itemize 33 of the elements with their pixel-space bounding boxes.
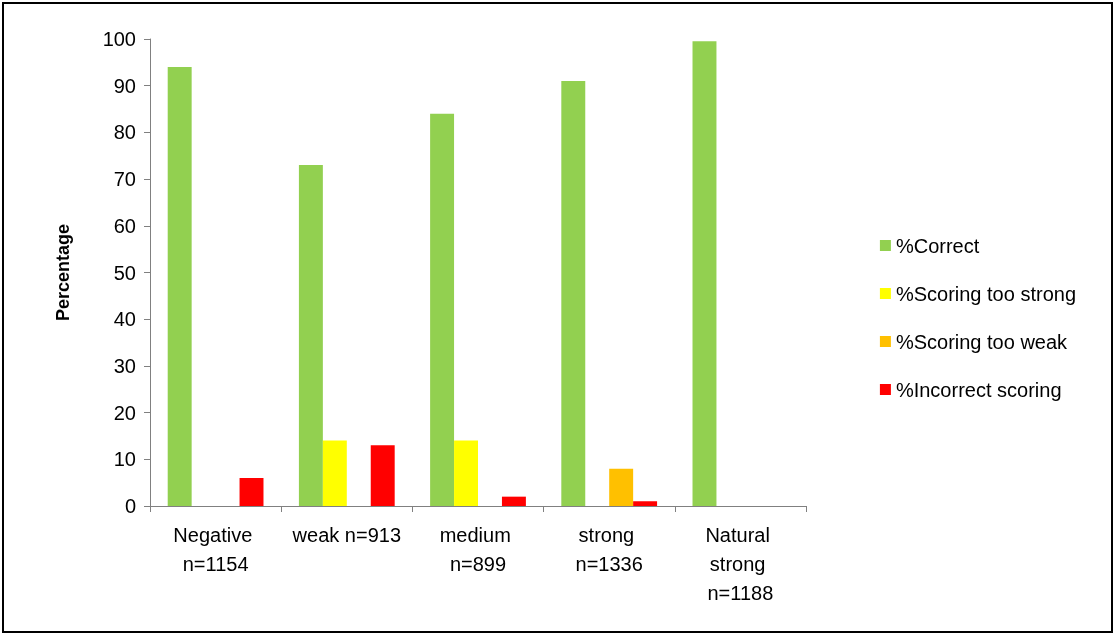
bar	[561, 81, 586, 506]
bar	[692, 41, 717, 506]
y-tick-label: 20	[113, 401, 136, 424]
bar	[501, 496, 526, 506]
legend-label: %Correct	[895, 234, 980, 257]
y-tick-label: 60	[113, 214, 136, 237]
legend-label: %Scoring too weak	[895, 330, 1069, 353]
y-tick-label: 90	[113, 74, 136, 97]
x-tick-label: weak n=913	[291, 523, 402, 546]
bar	[370, 445, 395, 506]
bar	[167, 67, 192, 506]
y-tick-label: 50	[113, 261, 136, 284]
y-tick-label: 0	[124, 495, 136, 517]
bar	[609, 468, 634, 506]
bar	[633, 501, 658, 506]
legend-label: %Scoring too strong	[895, 282, 1077, 305]
bar	[454, 440, 478, 506]
bar	[430, 113, 455, 506]
y-axis-title: Percentage	[53, 223, 73, 322]
bar	[298, 165, 323, 506]
legend-label: %Incorrect scoring	[895, 378, 1062, 401]
x-tick-label: Negative n=1154	[173, 523, 258, 575]
y-tick-label: 10	[113, 448, 136, 471]
bar	[239, 477, 264, 506]
x-tick-label: Natural strong n=1188	[705, 523, 776, 604]
x-tick-label: medium n=899	[439, 523, 517, 575]
y-tick-label: 100	[102, 28, 136, 50]
y-tick-label: 30	[113, 354, 136, 377]
y-tick-label: 80	[113, 121, 136, 144]
y-tick-label: 40	[113, 308, 136, 331]
x-tick-label: strong n=1336	[575, 523, 643, 575]
y-tick-label: 70	[113, 168, 136, 191]
bar	[322, 440, 347, 506]
